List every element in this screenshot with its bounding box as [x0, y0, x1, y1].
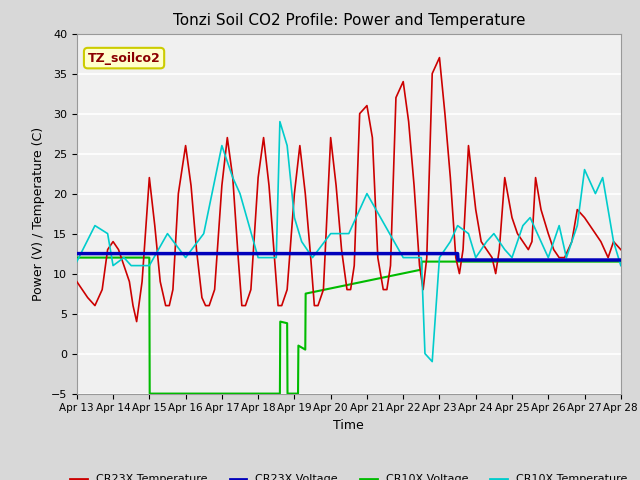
Title: Tonzi Soil CO2 Profile: Power and Temperature: Tonzi Soil CO2 Profile: Power and Temper…	[173, 13, 525, 28]
Y-axis label: Power (V) / Temperature (C): Power (V) / Temperature (C)	[32, 127, 45, 300]
Text: TZ_soilco2: TZ_soilco2	[88, 51, 161, 65]
X-axis label: Time: Time	[333, 419, 364, 432]
Legend: CR23X Temperature, CR23X Voltage, CR10X Voltage, CR10X Temperature: CR23X Temperature, CR23X Voltage, CR10X …	[66, 470, 632, 480]
